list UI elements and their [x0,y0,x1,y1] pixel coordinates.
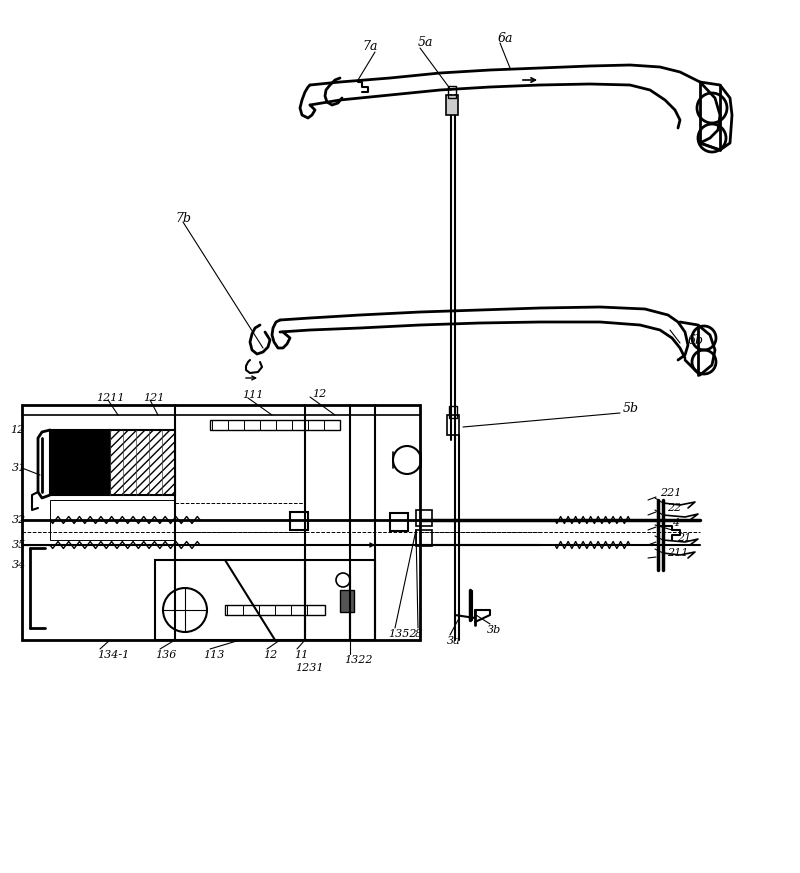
Bar [22,405,420,640]
Text: 12: 12 [263,650,278,660]
Text: 1352: 1352 [388,629,417,639]
Bar [416,530,432,546]
Bar [50,500,175,540]
Text: 7a: 7a [362,39,378,52]
Bar [416,510,432,526]
Text: 22: 22 [667,503,682,513]
Text: 6b: 6b [688,333,704,347]
Text: 111: 111 [242,390,263,400]
Text: 32: 32 [12,515,26,525]
Text: 35: 35 [12,540,26,550]
Text: 8: 8 [415,629,422,639]
Bar [447,415,459,435]
Bar [225,605,325,615]
Bar [340,590,354,612]
Text: 6a: 6a [498,31,514,45]
Text: 3b: 3b [487,625,502,635]
Text: 211: 211 [667,548,688,558]
Bar [110,430,175,495]
Text: 31: 31 [12,463,26,473]
Text: 1211: 1211 [96,393,125,403]
Text: 5a: 5a [418,37,434,50]
Text: 221: 221 [660,488,682,498]
Text: 12: 12 [312,389,326,399]
Text: 4: 4 [672,518,679,528]
Bar [446,95,458,115]
Text: 7b: 7b [175,211,191,224]
Bar [448,86,456,98]
Bar [210,420,340,430]
Text: 12: 12 [10,425,24,435]
Bar [290,512,308,530]
Text: 21: 21 [677,533,691,543]
Text: 136: 136 [155,650,176,660]
Text: 121: 121 [143,393,164,403]
Text: 11: 11 [294,650,308,660]
Text: 1231: 1231 [295,663,323,673]
Text: 5b: 5b [623,402,639,416]
Text: 113: 113 [203,650,224,660]
Text: 34: 34 [12,560,26,570]
Bar [390,513,408,531]
Text: 134-1: 134-1 [97,650,130,660]
Bar [155,560,375,640]
Text: 1322: 1322 [344,655,373,665]
Text: 3a: 3a [447,636,461,646]
Bar [50,430,110,495]
Bar [449,406,457,418]
